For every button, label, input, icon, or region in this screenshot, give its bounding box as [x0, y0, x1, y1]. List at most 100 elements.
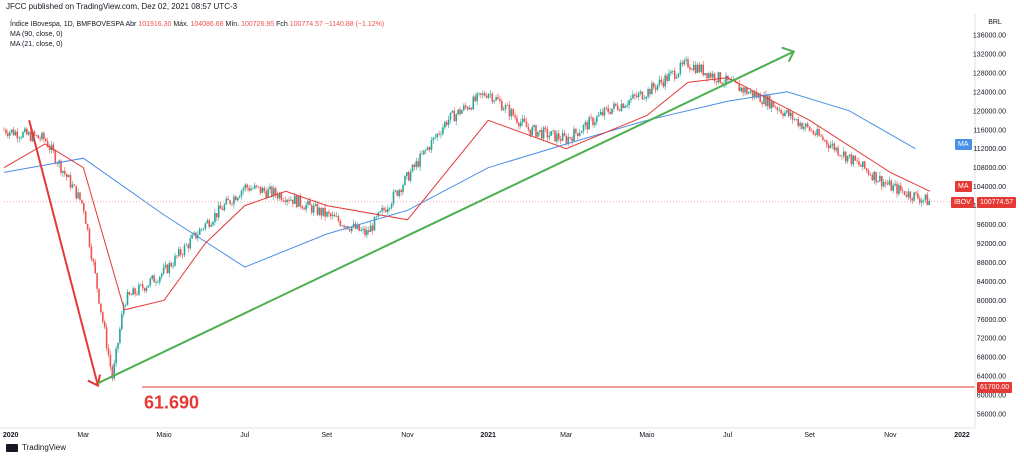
price-tick-label: 60000.00 — [977, 393, 1006, 400]
candle-body — [217, 205, 220, 218]
candle-body — [890, 180, 893, 191]
candle-body — [233, 196, 235, 205]
candle-body — [138, 284, 140, 295]
time-tick-label: Maio — [156, 432, 171, 439]
candle-body — [472, 96, 475, 110]
candle-body — [426, 147, 429, 150]
uptrend-arrow-line[interactable] — [97, 50, 795, 385]
candle-body — [26, 128, 28, 135]
low-value: 100726.95 — [241, 21, 275, 28]
candle-body — [227, 198, 229, 201]
candle-body — [867, 170, 870, 175]
candle-body — [69, 175, 72, 188]
candle-body — [151, 275, 153, 279]
candle-body — [820, 135, 822, 137]
time-tick-label: Nov — [401, 432, 414, 439]
candle-body — [417, 161, 419, 167]
candle-body — [286, 199, 288, 203]
candle-body — [364, 228, 366, 236]
candle-body — [413, 164, 416, 168]
candle-body — [166, 264, 169, 274]
candle-body — [711, 73, 714, 78]
candle-body — [43, 132, 45, 140]
brand-name[interactable]: TradingView — [22, 443, 67, 452]
high-value: 104086.68 — [190, 21, 224, 28]
candle-body — [212, 222, 214, 225]
candle-body — [620, 103, 623, 111]
candle-body — [854, 155, 856, 161]
candle-body — [782, 113, 784, 117]
candle-body — [603, 107, 606, 116]
candle-body — [350, 226, 353, 232]
annotations: 61.690 — [4, 46, 975, 412]
candle-body — [917, 193, 919, 199]
candle-body — [52, 144, 55, 151]
candle-body — [485, 96, 488, 98]
candle-body — [563, 133, 566, 136]
candle-body — [102, 312, 104, 322]
price-tick-label: 132000.00 — [973, 51, 1006, 58]
candle-body — [368, 230, 370, 233]
candle-body — [780, 109, 782, 114]
ma90-legend[interactable]: MA (90, close, 0) — [10, 31, 63, 38]
candle-body — [751, 90, 754, 97]
candle-body — [924, 194, 927, 200]
candle-body — [128, 292, 131, 295]
candle-body — [77, 192, 79, 199]
candle-body — [130, 294, 133, 296]
candle-body — [406, 172, 408, 177]
candle-body — [88, 229, 91, 247]
candle-body — [590, 117, 592, 118]
candle-body — [748, 92, 750, 94]
price-tick-label: 72000.00 — [977, 336, 1006, 343]
candle-body — [717, 72, 720, 83]
candle-body — [886, 183, 889, 185]
candle-body — [616, 105, 619, 110]
candle-body — [202, 228, 205, 230]
candle-body — [174, 255, 176, 266]
candle-body — [425, 149, 427, 151]
candle-body — [318, 207, 321, 215]
candle-body — [761, 102, 763, 105]
candle-body — [808, 126, 811, 131]
price-tick-label: 120000.00 — [973, 108, 1006, 115]
candle-body — [649, 89, 651, 95]
candle-body — [124, 304, 127, 306]
candle-body — [569, 137, 571, 139]
candle-body — [244, 184, 247, 189]
candle-body — [679, 62, 682, 74]
candle-body — [666, 75, 668, 81]
price-tick-label: 92000.00 — [977, 241, 1006, 248]
candle-body — [79, 192, 81, 200]
time-axis: 2020 Mar Maio Jul Set Nov 2021 Mar Maio Jul Set Nov… — [3, 432, 970, 439]
candle-body — [825, 140, 828, 145]
candle-body — [379, 211, 381, 213]
candle-body — [242, 188, 245, 191]
candle-body — [349, 229, 351, 232]
candle-body — [907, 191, 910, 197]
candle-body — [45, 139, 47, 142]
time-tick-label: Mar — [560, 432, 573, 439]
candle-body — [451, 110, 454, 113]
crash-arrow-line[interactable] — [28, 120, 99, 386]
candle-body — [438, 133, 440, 135]
candle-body — [561, 133, 564, 141]
candle-body — [675, 76, 678, 79]
candle-body — [341, 225, 343, 227]
candle-body — [829, 145, 832, 149]
candle-body — [506, 105, 509, 106]
candle-body — [903, 191, 906, 195]
candle-body — [71, 184, 74, 188]
candle-body — [647, 89, 649, 98]
candle-body — [725, 75, 727, 84]
candle-body — [607, 108, 609, 112]
candle-body — [535, 125, 537, 137]
candle-body — [672, 70, 674, 72]
candle-body — [565, 135, 568, 144]
candle-body — [22, 132, 24, 138]
candle-body — [276, 194, 279, 199]
symbol-name[interactable]: Índice IBovespa, 1D, BMFBOVESPA — [10, 21, 124, 28]
ma21-legend[interactable]: MA (21, close, 0) — [10, 41, 63, 48]
candle-body — [784, 112, 786, 117]
